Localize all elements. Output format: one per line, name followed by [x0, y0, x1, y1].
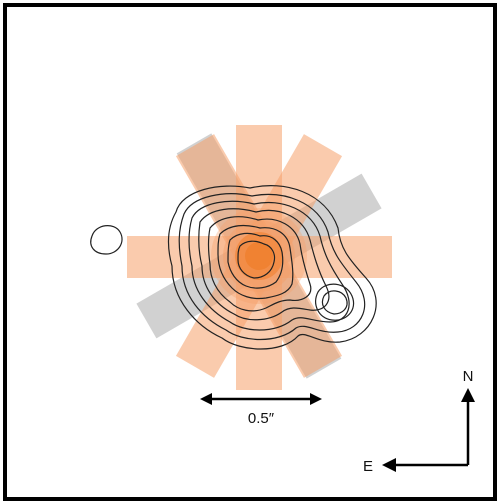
compass: N E [363, 368, 475, 475]
contour-5 [207, 216, 312, 312]
scale-bar-label: 0.5″ [248, 410, 275, 427]
isolated-source-contour [90, 225, 123, 255]
north-label: N [463, 368, 474, 385]
contour-6 [217, 224, 294, 300]
contour-3 [188, 200, 350, 331]
contour-7 [227, 232, 284, 289]
scale-bar: 0.5″ [200, 393, 322, 427]
east-label: E [363, 458, 373, 475]
contour-lines [90, 185, 377, 350]
north-arrowhead [461, 388, 475, 402]
scale-bar-left-arrowhead [200, 393, 212, 405]
east-arrowhead [382, 458, 396, 472]
contour-outer [167, 185, 377, 350]
contour-2 [178, 193, 366, 340]
orange-core [211, 208, 307, 304]
contour-8 [237, 240, 276, 279]
secondary-source-contour-outer [315, 283, 355, 321]
contour-4 [198, 208, 330, 321]
scale-bar-right-arrowhead [310, 393, 322, 405]
secondary-source-contour-inner [321, 290, 348, 315]
